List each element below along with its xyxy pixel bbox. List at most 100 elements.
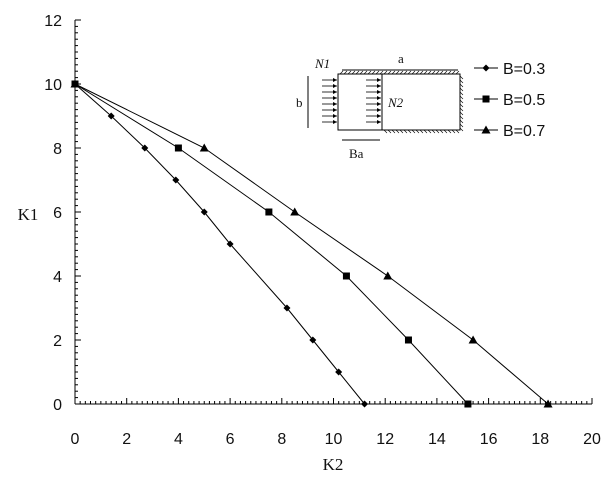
hatch-right bbox=[459, 75, 464, 132]
hatch-stroke bbox=[363, 70, 368, 75]
data-point bbox=[290, 207, 300, 216]
load-arrow-head bbox=[333, 78, 337, 82]
data-point bbox=[141, 144, 149, 152]
hatch-stroke bbox=[451, 129, 456, 134]
hatch-stroke bbox=[411, 70, 416, 75]
legend: B=0.3 B=0.5 B=0.7 bbox=[474, 61, 545, 140]
hatch-top bbox=[339, 70, 460, 75]
hatch-bottom bbox=[383, 129, 460, 134]
hatch-stroke bbox=[387, 129, 392, 134]
plate-diagram: N1 N2 a b Ba bbox=[296, 51, 464, 161]
y-tick-label: 4 bbox=[53, 269, 62, 286]
y-tick-label: 6 bbox=[53, 205, 62, 222]
load-arrow-head bbox=[377, 96, 381, 100]
hatch-stroke bbox=[343, 70, 348, 75]
hatch-stroke bbox=[419, 70, 424, 75]
hatch-stroke bbox=[423, 129, 428, 134]
hatch-stroke bbox=[459, 79, 464, 84]
hatch-stroke bbox=[403, 129, 408, 134]
legend-item: B=0.5 bbox=[474, 92, 545, 109]
hatch-stroke bbox=[351, 70, 356, 75]
x-tick-label: 0 bbox=[71, 431, 80, 448]
hatch-stroke bbox=[415, 129, 420, 134]
a-label: a bbox=[398, 51, 404, 66]
n1-load-arrows bbox=[322, 78, 337, 124]
x-tick-label: 10 bbox=[325, 431, 343, 448]
y-axis-title: K1 bbox=[18, 205, 39, 224]
hatch-stroke bbox=[407, 129, 412, 134]
hatch-stroke bbox=[443, 129, 448, 134]
hatch-stroke bbox=[379, 70, 384, 75]
hatch-stroke bbox=[435, 70, 440, 75]
hatch-stroke bbox=[383, 70, 388, 75]
hatch-stroke bbox=[459, 83, 464, 88]
data-point bbox=[199, 143, 209, 152]
hatch-stroke bbox=[459, 111, 464, 116]
hatch-stroke bbox=[391, 129, 396, 134]
legend-marker bbox=[482, 95, 490, 103]
n2-load-arrows bbox=[366, 78, 381, 124]
hatch-stroke bbox=[407, 70, 412, 75]
data-point bbox=[404, 336, 412, 344]
n1-label: N1 bbox=[314, 56, 330, 71]
ticks: 0 2 4 6 8 10 12 14 16 18 20 0 2 4 6 8 10 12 bbox=[44, 13, 601, 448]
hatch-stroke bbox=[371, 70, 376, 75]
x-tick-label: 18 bbox=[531, 431, 549, 448]
hatch-stroke bbox=[459, 115, 464, 120]
y-tick-label: 10 bbox=[44, 77, 62, 94]
load-arrow-head bbox=[377, 78, 381, 82]
hatch-stroke bbox=[427, 70, 432, 75]
hatch-stroke bbox=[391, 70, 396, 75]
hatch-stroke bbox=[403, 70, 408, 75]
hatch-stroke bbox=[431, 129, 436, 134]
series-layer bbox=[70, 79, 553, 408]
hatch-stroke bbox=[423, 70, 428, 75]
hatch-stroke bbox=[459, 103, 464, 108]
hatch-stroke bbox=[455, 70, 460, 75]
hatch-stroke bbox=[443, 70, 448, 75]
plate-outline bbox=[337, 73, 461, 131]
data-point bbox=[543, 399, 553, 408]
hatch-stroke bbox=[339, 70, 344, 75]
hatch-stroke bbox=[419, 129, 424, 134]
hatch-stroke bbox=[459, 75, 464, 80]
hatch-stroke bbox=[459, 95, 464, 100]
legend-label: B=0.5 bbox=[503, 92, 545, 109]
y-tick-label: 2 bbox=[53, 333, 62, 350]
x-tick-label: 6 bbox=[226, 431, 235, 448]
hatch-stroke bbox=[439, 129, 444, 134]
load-arrow-head bbox=[333, 120, 337, 124]
load-arrow-head bbox=[377, 90, 381, 94]
hatch-stroke bbox=[355, 70, 360, 75]
series-line bbox=[74, 83, 365, 405]
series-line bbox=[74, 83, 469, 405]
hatch-stroke bbox=[347, 70, 352, 75]
hatch-stroke bbox=[447, 70, 452, 75]
x-tick-label: 20 bbox=[583, 431, 601, 448]
hatch-stroke bbox=[451, 70, 456, 75]
data-point bbox=[468, 335, 478, 344]
hatch-stroke bbox=[415, 70, 420, 75]
data-point bbox=[70, 79, 80, 88]
hatch-stroke bbox=[399, 129, 404, 134]
load-arrow-head bbox=[333, 84, 337, 88]
hatch-stroke bbox=[395, 70, 400, 75]
load-arrow-head bbox=[377, 108, 381, 112]
hatch-stroke bbox=[459, 99, 464, 104]
load-arrow-head bbox=[333, 96, 337, 100]
y-tick-label: 0 bbox=[53, 397, 62, 414]
load-arrow-head bbox=[377, 102, 381, 106]
hatch-stroke bbox=[447, 129, 452, 134]
load-arrow-head bbox=[377, 114, 381, 118]
data-point bbox=[383, 271, 393, 280]
data-point bbox=[361, 400, 369, 408]
hatch-stroke bbox=[383, 129, 388, 134]
legend-marker bbox=[481, 125, 491, 134]
data-point bbox=[265, 208, 273, 216]
load-arrow-head bbox=[333, 108, 337, 112]
x-tick-label: 2 bbox=[122, 431, 131, 448]
series-line bbox=[74, 83, 549, 405]
data-point bbox=[309, 336, 317, 344]
hatch-stroke bbox=[427, 129, 432, 134]
